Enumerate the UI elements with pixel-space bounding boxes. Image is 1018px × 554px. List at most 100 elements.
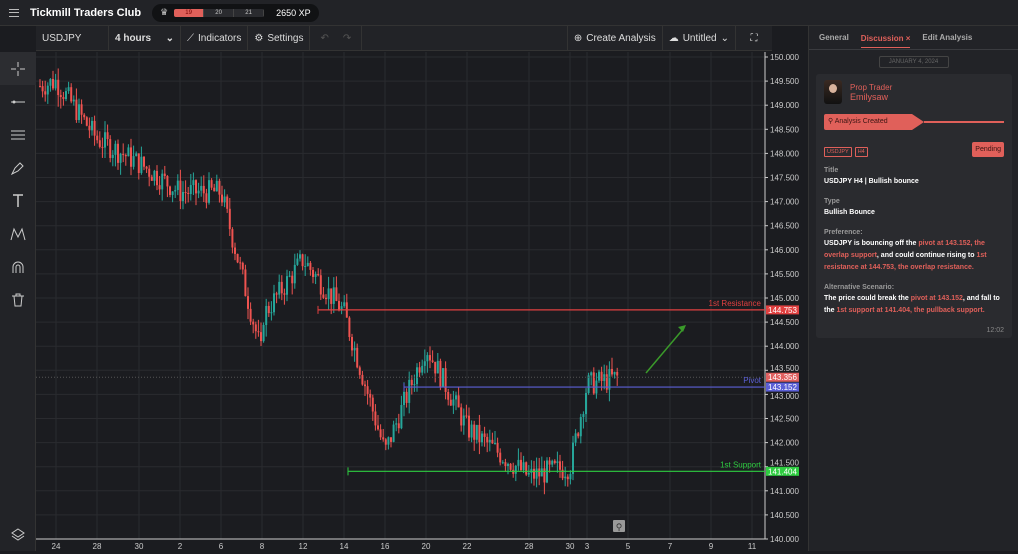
tab-discussion-label: Discussion — [860, 33, 904, 43]
candle-body — [226, 196, 229, 209]
fullscreen-icon: ⛶ — [750, 32, 758, 44]
candle-body — [288, 275, 291, 277]
x-tick-label: 20 — [422, 542, 431, 551]
xp-level: 21 — [234, 8, 265, 17]
candle-body — [335, 287, 338, 301]
layout-select[interactable]: ☁ Untitled ⌄ — [663, 25, 736, 51]
candle-body — [109, 139, 112, 158]
parallel-lines-icon[interactable] — [0, 118, 36, 151]
close-icon[interactable]: × — [905, 33, 911, 43]
candle-body — [460, 407, 463, 426]
candle-body — [501, 462, 504, 464]
price-chart[interactable]: 24 28 30 2 6 8 12 14 16 20 22 28 30 3 5 7 9 11 140.000 140.… — [36, 52, 808, 551]
user-name[interactable]: Emilysaw — [850, 91, 889, 102]
y-tick-label: 142.000 — [770, 439, 799, 448]
candle-body — [613, 371, 616, 375]
candle-body — [189, 185, 192, 194]
undo-icon[interactable]: ↶ — [320, 32, 329, 44]
chart-line-icon: ⟋ — [187, 32, 194, 44]
candle-body — [486, 436, 489, 443]
create-analysis-button[interactable]: ⊕ Create Analysis — [566, 25, 663, 51]
candle-body — [403, 391, 405, 405]
lightbulb-marker-icon[interactable] — [613, 520, 625, 532]
symbol-button[interactable]: USDJPY — [36, 25, 109, 51]
candle-body — [257, 331, 260, 333]
chevron-down-icon: ⌄ — [165, 32, 174, 44]
timeframe-select[interactable]: 4 hours ⌄ — [109, 25, 181, 51]
x-tick-label: 14 — [340, 542, 349, 551]
candle-body — [514, 465, 517, 474]
indicators-button[interactable]: ⟋ Indicators — [181, 25, 249, 51]
projection-arrow — [645, 327, 685, 374]
lightbulb-icon: ⚲ — [616, 522, 623, 532]
candle-body — [163, 173, 166, 177]
y-tick-label: 145.500 — [770, 270, 799, 279]
lightbulb-icon: ⚲ — [828, 118, 834, 125]
candle-body — [241, 262, 244, 270]
brush-icon[interactable] — [0, 151, 36, 184]
candle-body — [262, 324, 265, 342]
tab-discussion[interactable]: Discussion × — [860, 28, 911, 48]
candle-body — [358, 367, 361, 375]
x-tick-label: 2 — [178, 542, 183, 551]
tab-edit-analysis[interactable]: Edit Analysis — [922, 33, 973, 42]
candle-body — [325, 297, 327, 300]
pattern-icon[interactable] — [0, 217, 36, 250]
level-label: 1st Resistance — [709, 299, 762, 308]
settings-button[interactable]: ⚙ Settings — [248, 25, 311, 51]
x-tick-label: 8 — [260, 542, 265, 551]
create-analysis-label: Create Analysis — [586, 32, 656, 44]
horizontal-line-icon[interactable] — [0, 85, 36, 118]
candle-body — [301, 254, 304, 267]
candle-body — [88, 125, 91, 131]
candle-body — [101, 146, 104, 148]
crosshair-icon[interactable] — [0, 52, 36, 85]
candle-body — [572, 442, 574, 474]
candle-body — [449, 399, 452, 406]
candle-body — [517, 459, 520, 466]
candle-body — [210, 180, 213, 188]
tab-general[interactable]: General — [819, 33, 849, 42]
candle-body — [171, 191, 174, 195]
candle-body — [416, 367, 418, 385]
candle-body — [239, 262, 242, 264]
x-tick-label: 16 — [381, 542, 390, 551]
candle-body — [59, 95, 62, 98]
y-tick-label: 140.000 — [770, 535, 799, 544]
fullscreen-button[interactable]: ⛶ — [736, 26, 772, 51]
price-tag — [766, 382, 799, 392]
indicators-label: Indicators — [198, 32, 242, 44]
xp-level: 20 — [204, 8, 235, 17]
layers-icon[interactable] — [0, 518, 36, 551]
tag-timeframe: H4 — [854, 146, 868, 157]
menu-icon[interactable] — [9, 8, 19, 17]
candle-body — [143, 156, 145, 167]
candle-body — [369, 393, 372, 398]
level-label: 1st Support — [720, 460, 762, 469]
trash-icon[interactable] — [0, 283, 36, 316]
candle-body — [124, 155, 127, 157]
candle-body — [447, 391, 450, 400]
candle-body — [114, 143, 117, 155]
y-tick-label: 145.000 — [770, 294, 799, 303]
candle-body — [280, 281, 283, 294]
candle-body — [158, 185, 161, 190]
cloud-icon: ☁ — [668, 32, 679, 44]
candle-body — [174, 190, 177, 192]
x-tick-label: 22 — [463, 542, 472, 551]
candle-body — [605, 374, 608, 390]
candle-body — [195, 180, 197, 194]
chart-canvas[interactable]: 24 28 30 2 6 8 12 14 16 20 22 28 30 3 5 7 9 11 140.000 140.… — [36, 52, 808, 551]
redo-icon[interactable]: ↷ — [342, 32, 352, 44]
candle-body — [436, 360, 439, 374]
candle-body — [202, 185, 205, 194]
candle-body — [332, 287, 335, 304]
avatar — [824, 80, 842, 104]
trophy-icon: ♛ — [160, 7, 169, 17]
magnet-icon[interactable] — [0, 250, 36, 283]
drawing-tools — [0, 52, 36, 551]
candle-body — [442, 368, 444, 387]
candle-body — [273, 293, 275, 313]
text-icon[interactable] — [0, 184, 36, 217]
alternative-label: Alternative Scenario: — [824, 284, 895, 291]
